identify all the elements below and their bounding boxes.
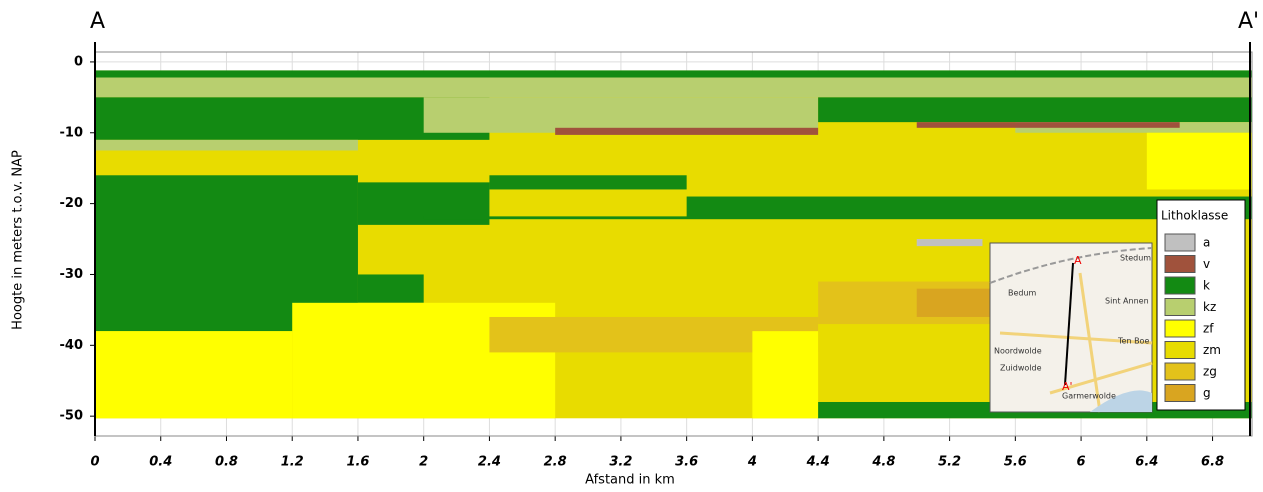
legend-label: g bbox=[1203, 386, 1211, 400]
x-tick-label: 5.2 bbox=[938, 455, 961, 470]
litho-cell bbox=[916, 122, 1180, 128]
legend-swatch bbox=[1164, 276, 1196, 295]
litho-cell bbox=[752, 331, 819, 419]
y-tick-label: -20 bbox=[60, 196, 84, 211]
x-tick-label: 2 bbox=[419, 455, 428, 470]
place-label: Stedum bbox=[1120, 254, 1151, 263]
litho-cell bbox=[489, 175, 687, 190]
x-tick-label: 2.4 bbox=[478, 455, 501, 470]
x-tick-label: 1.6 bbox=[346, 455, 369, 470]
y-tick-label: -30 bbox=[60, 267, 84, 282]
inset-start: A bbox=[1074, 254, 1082, 267]
litho-cell bbox=[95, 77, 1252, 98]
y-axis-label: Hoogte in meters t.o.v. NAP bbox=[11, 150, 26, 330]
litho-cell bbox=[686, 196, 1252, 218]
x-tick-label: 5.6 bbox=[1004, 455, 1027, 470]
place-label: Ten Boe bbox=[1117, 337, 1149, 346]
place-label: Bedum bbox=[1008, 289, 1037, 298]
litho-cell bbox=[423, 216, 1252, 220]
x-tick-label: 0 bbox=[90, 455, 99, 470]
x-axis-label: Afstand in km bbox=[585, 473, 675, 488]
x-tick-label: 4.4 bbox=[806, 455, 830, 470]
legend-swatch bbox=[1164, 298, 1196, 316]
x-tick-label: 2.8 bbox=[544, 455, 567, 470]
x-tick-label: 6.8 bbox=[1201, 455, 1224, 470]
y-tick-label: -10 bbox=[60, 125, 84, 140]
legend-swatch bbox=[1164, 341, 1196, 359]
litho-cell bbox=[95, 331, 293, 419]
legend-label: kz bbox=[1203, 300, 1216, 314]
inset-end: A' bbox=[1062, 380, 1073, 393]
litho-cell bbox=[95, 70, 1252, 78]
title-right: A' bbox=[1238, 9, 1259, 34]
place-label: Zuidwolde bbox=[1000, 364, 1042, 373]
legend-label: zm bbox=[1203, 343, 1221, 357]
x-tick-label: 3.6 bbox=[675, 455, 698, 470]
x-tick-label: 3.2 bbox=[609, 455, 632, 470]
x-tick-label: 0.4 bbox=[149, 455, 172, 470]
x-tick-label: 4.8 bbox=[871, 455, 895, 470]
x-tick-label: 1.2 bbox=[281, 455, 304, 470]
x-tick-label: 4 bbox=[747, 455, 757, 470]
place-label: Garmerwolde bbox=[1062, 392, 1116, 401]
legend-label: k bbox=[1203, 279, 1210, 293]
title-left: A bbox=[90, 9, 105, 34]
x-tick-label: 6.4 bbox=[1135, 455, 1158, 470]
litho-cell bbox=[555, 127, 819, 135]
legend-swatch bbox=[1164, 384, 1196, 402]
water bbox=[1090, 390, 1152, 412]
legend-title: Lithoklasse bbox=[1161, 209, 1228, 223]
litho-cell bbox=[818, 97, 1252, 123]
legend-swatch bbox=[1164, 362, 1196, 381]
y-tick-label: -50 bbox=[60, 409, 84, 424]
legend-label: zg bbox=[1203, 365, 1217, 379]
litho-cell bbox=[1146, 132, 1252, 190]
litho-cell bbox=[423, 97, 819, 133]
litho-cell bbox=[916, 239, 983, 247]
legend-swatch bbox=[1164, 233, 1196, 252]
y-tick-label: -40 bbox=[60, 338, 84, 353]
x-tick-label: 0.8 bbox=[215, 455, 238, 470]
road bbox=[999, 272, 1153, 413]
legend-label: v bbox=[1203, 257, 1210, 271]
legend-swatch bbox=[1164, 255, 1196, 273]
road bbox=[989, 247, 1153, 284]
legend-label: a bbox=[1203, 236, 1210, 250]
litho-cell bbox=[357, 274, 424, 303]
place-label: Noordwolde bbox=[994, 347, 1042, 356]
y-tick-label: 0 bbox=[74, 54, 83, 69]
section-line bbox=[1064, 262, 1074, 386]
litho-cell bbox=[95, 139, 358, 151]
legend-swatch bbox=[1164, 319, 1196, 338]
inset-map bbox=[989, 242, 1153, 413]
legend-label: zf bbox=[1203, 322, 1214, 336]
place-label: Sint Annen bbox=[1105, 297, 1149, 306]
x-tick-label: 6 bbox=[1077, 455, 1086, 470]
